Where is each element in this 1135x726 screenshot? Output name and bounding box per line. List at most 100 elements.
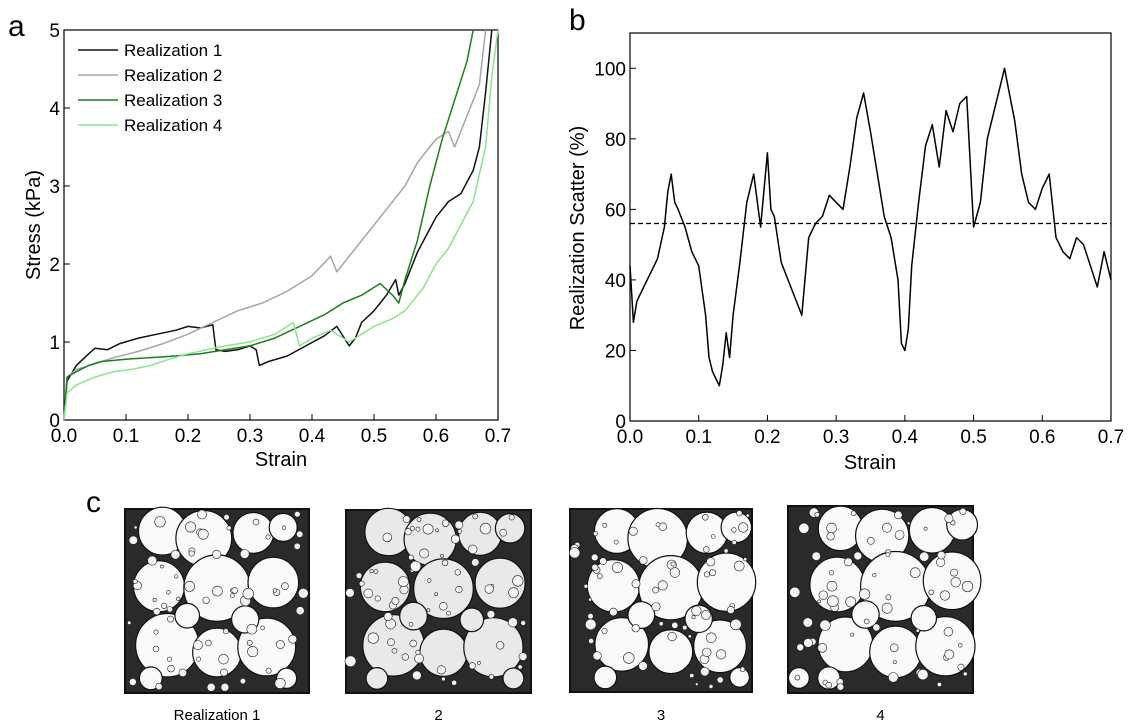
small-disc bbox=[738, 522, 749, 533]
small-disc bbox=[265, 534, 271, 540]
realization-images: Realization 1 2 3 4 bbox=[124, 505, 982, 724]
small-disc bbox=[265, 667, 272, 674]
small-disc bbox=[885, 552, 891, 558]
disc bbox=[247, 556, 300, 609]
small-disc bbox=[700, 666, 710, 677]
small-disc bbox=[623, 652, 635, 664]
small-disc bbox=[486, 610, 496, 619]
small-disc bbox=[708, 684, 714, 689]
small-disc bbox=[631, 624, 640, 633]
small-disc bbox=[246, 623, 258, 635]
stress-strain-chart: 0.0 0.1 0.2 0.3 0.4 0.5 0.6 0.7 0 1 2 3 4 5 Realizati… bbox=[23, 21, 511, 471]
small-disc bbox=[597, 573, 603, 579]
small-disc bbox=[917, 668, 929, 681]
small-disc bbox=[889, 643, 899, 653]
small-disc bbox=[427, 578, 432, 583]
small-disc bbox=[687, 634, 692, 639]
x-tick-label: 0.6 bbox=[423, 426, 449, 447]
small-disc bbox=[858, 588, 871, 600]
y-tick-label: 3 bbox=[49, 177, 60, 198]
small-disc bbox=[166, 590, 171, 595]
small-disc bbox=[894, 510, 903, 520]
small-disc bbox=[950, 577, 961, 588]
small-disc bbox=[434, 592, 439, 597]
small-disc bbox=[479, 522, 492, 535]
small-disc bbox=[957, 643, 963, 648]
series-line-1 bbox=[629, 67, 1112, 387]
image-caption: Realization 1 bbox=[174, 707, 261, 724]
small-disc bbox=[152, 597, 157, 602]
small-disc bbox=[602, 522, 608, 528]
small-disc bbox=[185, 521, 197, 533]
small-disc bbox=[247, 646, 259, 658]
small-disc bbox=[936, 681, 942, 687]
disc bbox=[696, 552, 757, 613]
small-disc bbox=[436, 665, 446, 675]
small-disc bbox=[669, 567, 681, 578]
disc bbox=[593, 665, 618, 690]
small-disc bbox=[419, 548, 430, 559]
disc bbox=[232, 511, 275, 554]
small-disc bbox=[915, 628, 920, 633]
small-disc bbox=[408, 554, 414, 561]
disc bbox=[869, 625, 922, 679]
small-disc bbox=[950, 568, 958, 577]
y-tick-label: 2 bbox=[49, 255, 60, 276]
x-tick-label: 0.5 bbox=[960, 427, 986, 448]
small-disc bbox=[655, 522, 661, 527]
small-disc bbox=[355, 572, 363, 579]
small-disc bbox=[826, 580, 838, 592]
small-disc bbox=[814, 511, 820, 518]
disc bbox=[915, 616, 976, 677]
small-disc bbox=[476, 661, 481, 665]
x-tick-label: 0.4 bbox=[892, 427, 919, 448]
small-disc bbox=[223, 514, 230, 521]
small-disc bbox=[161, 602, 168, 610]
y-tick-label: 20 bbox=[605, 341, 626, 362]
small-disc bbox=[885, 594, 892, 601]
small-disc bbox=[220, 682, 230, 692]
small-disc bbox=[959, 507, 967, 515]
packing-image-3: 3 bbox=[568, 507, 757, 724]
x-tick-label: 0.3 bbox=[237, 426, 263, 447]
y-tick-label: 80 bbox=[605, 130, 626, 151]
small-disc bbox=[294, 511, 301, 518]
small-disc bbox=[803, 638, 813, 648]
small-disc bbox=[703, 546, 710, 553]
small-disc bbox=[231, 587, 238, 594]
small-disc bbox=[872, 573, 877, 578]
small-disc bbox=[512, 575, 524, 587]
small-disc bbox=[272, 588, 278, 593]
y-tick-label: 1 bbox=[49, 333, 60, 354]
small-disc bbox=[827, 595, 839, 608]
small-disc bbox=[401, 653, 409, 661]
small-disc bbox=[658, 621, 664, 627]
small-disc bbox=[455, 585, 463, 594]
x-tick-label: 0.3 bbox=[823, 427, 849, 448]
small-disc bbox=[731, 539, 737, 545]
small-disc bbox=[584, 618, 597, 631]
x-tick-label: 0.7 bbox=[485, 426, 511, 447]
small-disc bbox=[412, 670, 422, 681]
small-disc bbox=[508, 587, 519, 599]
small-disc bbox=[923, 526, 928, 531]
small-disc bbox=[881, 602, 893, 614]
small-disc bbox=[288, 634, 298, 644]
small-disc bbox=[128, 678, 137, 686]
legend: Realization 1 Realization 2 Realization 3 R… bbox=[78, 41, 222, 135]
small-disc bbox=[706, 557, 716, 567]
small-disc bbox=[468, 544, 478, 554]
small-disc bbox=[293, 542, 301, 550]
small-disc bbox=[893, 660, 897, 665]
small-disc bbox=[369, 568, 374, 573]
small-disc bbox=[166, 606, 173, 613]
small-disc bbox=[446, 610, 451, 616]
x-axis-label: Strain bbox=[255, 449, 307, 471]
small-disc bbox=[484, 584, 494, 594]
small-disc bbox=[367, 632, 379, 644]
small-disc bbox=[409, 525, 415, 531]
small-disc bbox=[733, 560, 745, 572]
small-disc bbox=[906, 521, 911, 526]
small-disc bbox=[153, 607, 161, 616]
